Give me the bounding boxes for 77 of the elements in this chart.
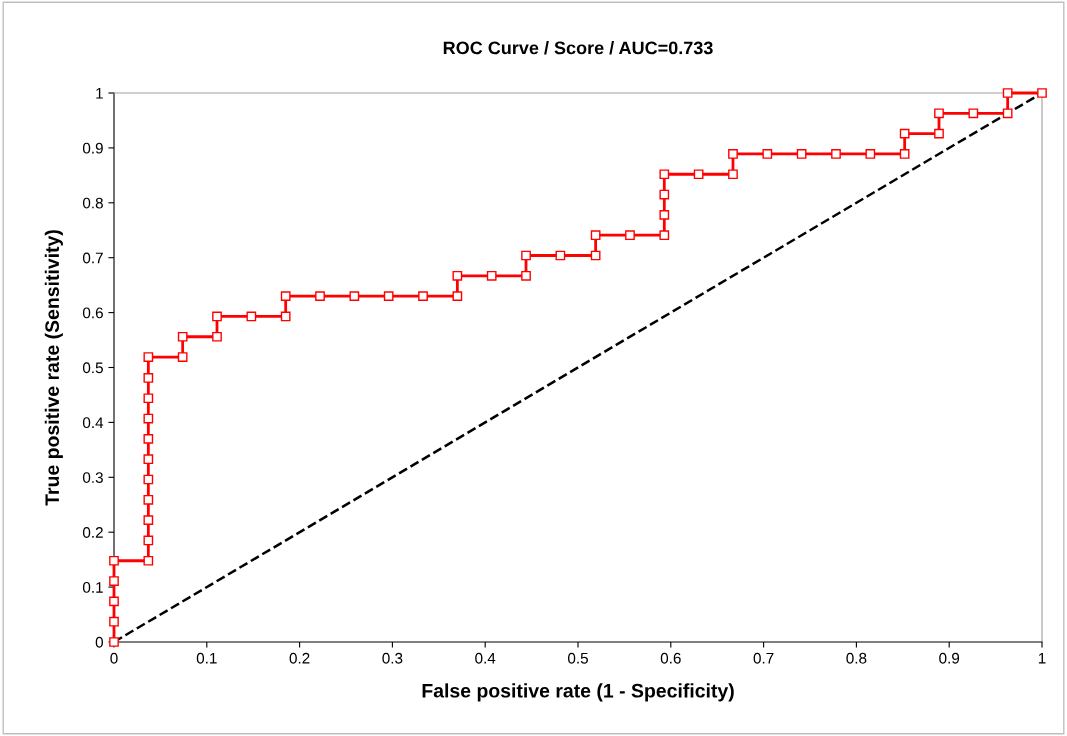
x-axis-title: False positive rate (1 - Specificity)	[422, 683, 734, 702]
point	[865, 149, 876, 159]
point	[143, 535, 154, 546]
x-tick-label: 1	[1038, 652, 1046, 664]
point	[590, 230, 601, 241]
point	[625, 230, 635, 241]
y-axis-title: True positive rate (Sensitivity)	[44, 230, 63, 506]
point	[521, 270, 531, 281]
point	[109, 555, 119, 566]
x-tick-label: 0.7	[753, 652, 774, 664]
y-tick-label: 0.7	[82, 252, 103, 264]
point	[934, 108, 944, 119]
y-tick-label: 0.2	[82, 527, 103, 538]
point	[934, 128, 944, 139]
point	[280, 311, 291, 322]
y-tick-label: 0.1	[82, 581, 103, 593]
y-tick-label: 0.8	[82, 197, 103, 209]
point	[659, 210, 670, 220]
x-tick-label: 0.1	[196, 652, 217, 664]
point	[521, 250, 531, 261]
point	[109, 616, 119, 627]
point	[143, 555, 154, 566]
point	[659, 169, 670, 180]
point	[349, 291, 360, 301]
point	[659, 230, 670, 241]
point	[246, 311, 257, 322]
point	[143, 515, 154, 525]
point	[486, 270, 497, 281]
x-tick-label: 0.9	[939, 652, 960, 664]
point	[899, 149, 910, 159]
point	[143, 393, 154, 404]
y-tick-label: 0	[95, 636, 103, 648]
y-tick-label: 0.6	[82, 307, 103, 319]
point	[212, 331, 222, 342]
x-tick-label: 0.8	[846, 652, 867, 664]
point	[143, 494, 154, 505]
point	[659, 189, 670, 200]
chart-title: ROC Curve / Score / AUC=0.733	[443, 41, 713, 55]
y-tick-label: 1	[96, 88, 103, 99]
point	[728, 149, 738, 159]
point	[143, 413, 154, 424]
y-tick-label: 0.4	[82, 417, 104, 429]
x-tick-label: 0.2	[289, 652, 310, 664]
point	[212, 311, 222, 322]
y-tick-label: 0.3	[82, 472, 103, 483]
x-tick-label: 0.6	[660, 652, 681, 664]
point	[831, 149, 841, 159]
point	[693, 169, 704, 180]
y-tick-label: 0.5	[82, 362, 103, 374]
point	[280, 291, 291, 301]
point	[899, 128, 910, 139]
x-tick-label: 0	[110, 652, 118, 664]
y-tick-label: 0.9	[82, 142, 103, 154]
point	[143, 454, 154, 465]
point	[418, 291, 428, 301]
point	[315, 291, 325, 301]
x-tick-label: 0.4	[475, 652, 496, 664]
point	[796, 149, 807, 159]
point	[452, 291, 463, 301]
point	[143, 373, 154, 383]
point	[143, 474, 154, 485]
point	[109, 576, 119, 586]
point	[452, 270, 463, 281]
point	[1002, 88, 1013, 98]
point	[1002, 108, 1013, 119]
point	[177, 352, 188, 362]
point	[143, 434, 154, 444]
point	[177, 331, 188, 342]
point	[762, 149, 773, 159]
point	[383, 291, 394, 301]
x-tick-label: 0.3	[382, 652, 403, 664]
point	[109, 596, 119, 607]
x-tick-label: 0.5	[567, 652, 588, 664]
point	[1037, 88, 1047, 98]
point	[143, 352, 154, 362]
point	[728, 169, 738, 180]
point	[968, 108, 979, 119]
